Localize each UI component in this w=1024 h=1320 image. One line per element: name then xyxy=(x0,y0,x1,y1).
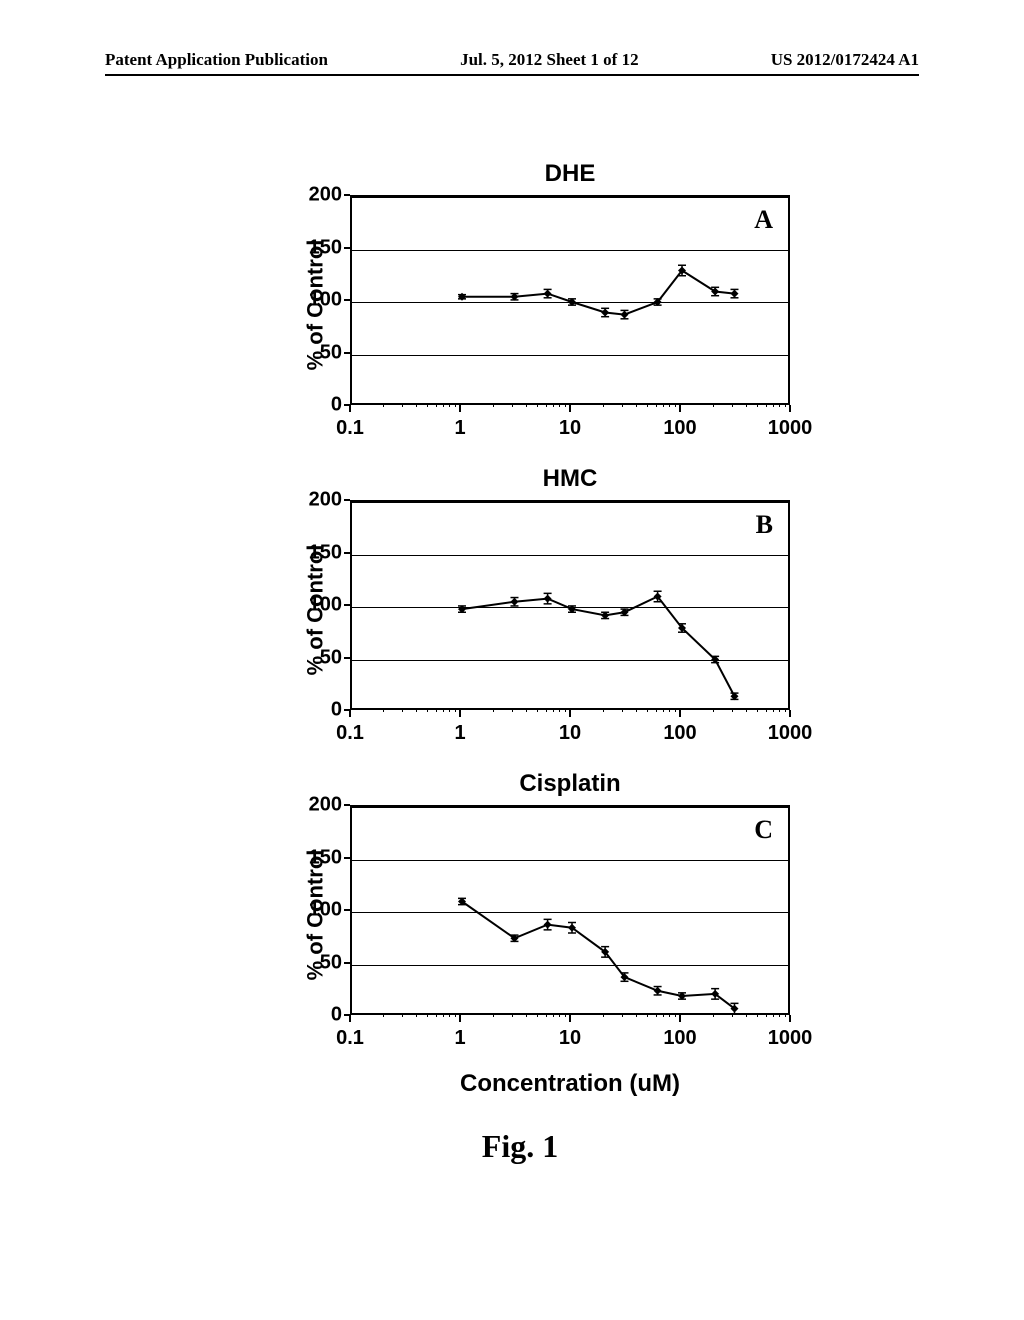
y-tick-label: 150 xyxy=(300,541,342,564)
y-tick-label: 200 xyxy=(300,184,342,207)
figure-caption: Fig. 1 xyxy=(240,1128,800,1165)
header-left: Patent Application Publication xyxy=(105,50,328,70)
x-tick-label: 1 xyxy=(454,722,465,745)
y-tick-label: 50 xyxy=(300,646,342,669)
chart-svg xyxy=(352,197,792,407)
plot-area: C xyxy=(350,805,790,1015)
data-point xyxy=(601,309,609,317)
y-tick-label: 100 xyxy=(300,289,342,312)
x-tick-mark xyxy=(349,405,351,412)
x-axis-label: Concentration (uM) xyxy=(340,1070,800,1098)
chart-panel-b: HMC% of Control0501001502000.11101001000… xyxy=(240,465,800,755)
header-right: US 2012/0172424 A1 xyxy=(771,50,919,70)
y-tick-label: 50 xyxy=(300,341,342,364)
x-tick-label: 1 xyxy=(454,417,465,440)
y-tick-label: 200 xyxy=(300,489,342,512)
x-tick-label: 1000 xyxy=(768,722,813,745)
data-line xyxy=(462,597,734,697)
data-point xyxy=(544,921,552,929)
x-tick-label: 10 xyxy=(559,1027,581,1050)
y-tick-label: 100 xyxy=(300,594,342,617)
chart-title: Cisplatin xyxy=(340,770,800,798)
x-tick-label: 100 xyxy=(663,722,696,745)
y-tick-label: 0 xyxy=(300,394,342,417)
figure-container: DHE% of Control0501001502000.11101001000… xyxy=(240,160,800,1165)
x-tick-label: 100 xyxy=(663,417,696,440)
x-tick-label: 100 xyxy=(663,1027,696,1050)
patent-header: Patent Application Publication Jul. 5, 2… xyxy=(0,50,1024,70)
chart-panel-a: DHE% of Control0501001502000.11101001000… xyxy=(240,160,800,450)
data-line xyxy=(462,902,734,1009)
x-tick-label: 10 xyxy=(559,722,581,745)
y-tick-label: 150 xyxy=(300,846,342,869)
y-tick-label: 100 xyxy=(300,899,342,922)
data-point xyxy=(544,595,552,603)
chart-svg xyxy=(352,502,792,712)
x-tick-label: 10 xyxy=(559,417,581,440)
data-line xyxy=(462,271,734,315)
y-tick-label: 200 xyxy=(300,794,342,817)
x-tick-label: 1 xyxy=(454,1027,465,1050)
x-tick-label: 1000 xyxy=(768,417,813,440)
y-tick-label: 50 xyxy=(300,951,342,974)
chart-title: DHE xyxy=(340,160,800,188)
chart-svg xyxy=(352,807,792,1017)
x-tick-label: 1000 xyxy=(768,1027,813,1050)
chart-title: HMC xyxy=(340,465,800,493)
x-tick-label: 0.1 xyxy=(336,417,364,440)
data-point xyxy=(730,290,738,298)
plot-area: A xyxy=(350,195,790,405)
x-tick-mark xyxy=(349,710,351,717)
chart-panel-c: Cisplatin% of Control0501001502000.11101… xyxy=(240,770,800,1060)
data-point xyxy=(544,290,552,298)
data-point xyxy=(620,311,628,319)
plot-area: B xyxy=(350,500,790,710)
y-tick-label: 0 xyxy=(300,1004,342,1027)
x-tick-mark xyxy=(349,1015,351,1022)
header-center: Jul. 5, 2012 Sheet 1 of 12 xyxy=(460,50,639,70)
y-tick-label: 150 xyxy=(300,236,342,259)
data-point xyxy=(654,987,662,995)
header-rule xyxy=(105,74,919,76)
y-tick-label: 0 xyxy=(300,699,342,722)
data-point xyxy=(510,598,518,606)
x-tick-label: 0.1 xyxy=(336,1027,364,1050)
x-tick-label: 0.1 xyxy=(336,722,364,745)
